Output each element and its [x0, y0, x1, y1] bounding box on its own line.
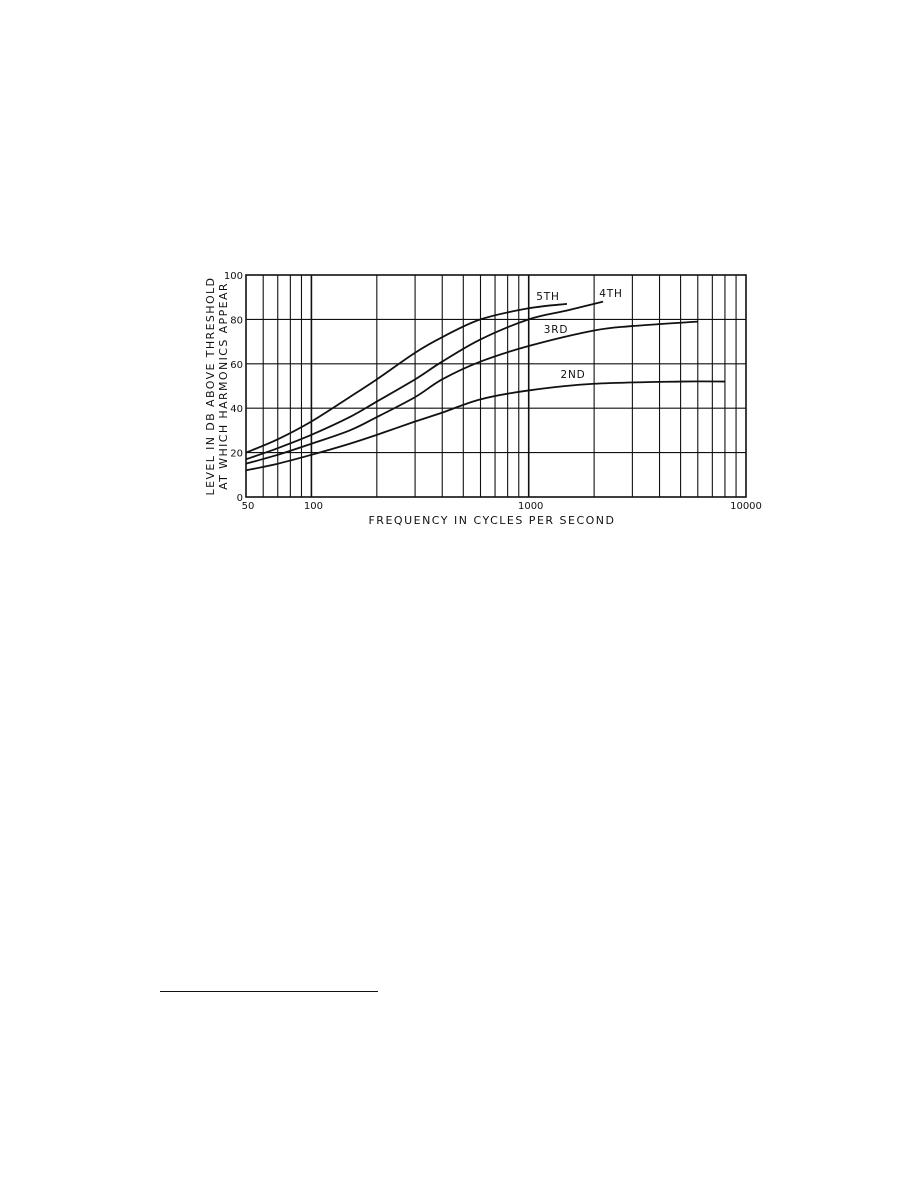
- y-tick-label: 20: [230, 449, 243, 460]
- series-label: 5TH: [536, 291, 559, 303]
- x-axis-label: FREQUENCY IN CYCLES PER SECOND: [368, 514, 615, 527]
- y-tick-label: 60: [230, 360, 243, 371]
- y-tick-label: 40: [230, 404, 243, 415]
- plot-frame: [245, 274, 747, 498]
- y-tick-label: 100: [224, 271, 243, 282]
- x-tick-label: 1000: [518, 501, 543, 512]
- series-line-5th: [245, 302, 568, 454]
- y-tick-label: 0: [237, 493, 243, 504]
- y-axis-label-line1: LEVEL IN DB ABOVE THRESHOLD: [204, 277, 217, 496]
- x-tick-label: 50: [242, 501, 255, 512]
- series-label: 4TH: [599, 288, 622, 300]
- series-label: 3RD: [544, 324, 568, 336]
- series-line-3rd: [245, 320, 698, 465]
- x-tick-label: 100: [304, 501, 323, 512]
- series-label: 2ND: [560, 369, 585, 381]
- labels: 0 20 40 60 80 100 50 100 1000 10000 5TH 4TH 3RD 2ND: [224, 271, 762, 512]
- series-line-4th: [245, 300, 604, 461]
- grid: [245, 274, 747, 498]
- y-tick-label: 80: [230, 315, 243, 326]
- y-axis-label-line2: AT WHICH HARMONICS APPEAR: [217, 282, 230, 490]
- series-line-2nd: [245, 380, 725, 472]
- footnote-rule: [160, 991, 378, 992]
- x-tick-label: 10000: [730, 501, 762, 512]
- curves: [245, 300, 725, 472]
